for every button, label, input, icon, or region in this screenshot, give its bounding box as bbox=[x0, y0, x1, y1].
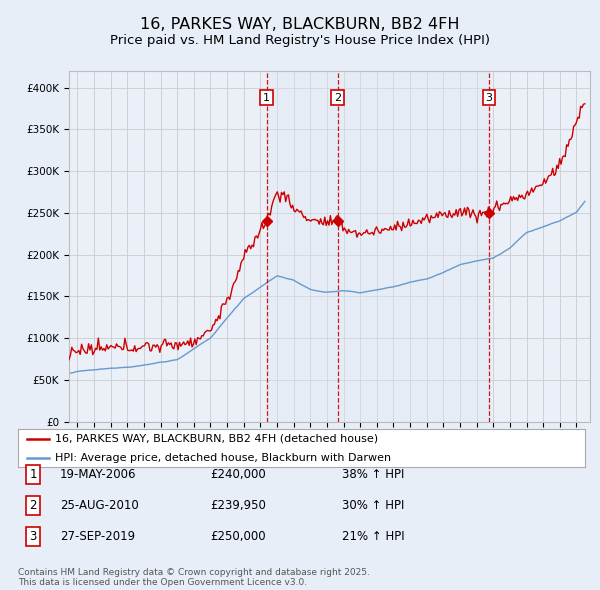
Text: 3: 3 bbox=[485, 93, 493, 103]
Text: Price paid vs. HM Land Registry's House Price Index (HPI): Price paid vs. HM Land Registry's House … bbox=[110, 34, 490, 47]
Text: 38% ↑ HPI: 38% ↑ HPI bbox=[342, 468, 404, 481]
Text: Contains HM Land Registry data © Crown copyright and database right 2025.
This d: Contains HM Land Registry data © Crown c… bbox=[18, 568, 370, 587]
Text: £239,950: £239,950 bbox=[210, 499, 266, 512]
Text: 1: 1 bbox=[263, 93, 270, 103]
Text: 2: 2 bbox=[334, 93, 341, 103]
Text: 16, PARKES WAY, BLACKBURN, BB2 4FH (detached house): 16, PARKES WAY, BLACKBURN, BB2 4FH (deta… bbox=[55, 434, 378, 444]
Text: 21% ↑ HPI: 21% ↑ HPI bbox=[342, 530, 404, 543]
Text: 3: 3 bbox=[29, 530, 37, 543]
Text: 1: 1 bbox=[29, 468, 37, 481]
Text: 2: 2 bbox=[29, 499, 37, 512]
Text: 19-MAY-2006: 19-MAY-2006 bbox=[60, 468, 137, 481]
Bar bbox=[266, 71, 489, 422]
Text: 27-SEP-2019: 27-SEP-2019 bbox=[60, 530, 135, 543]
Text: 30% ↑ HPI: 30% ↑ HPI bbox=[342, 499, 404, 512]
Text: 16, PARKES WAY, BLACKBURN, BB2 4FH: 16, PARKES WAY, BLACKBURN, BB2 4FH bbox=[140, 17, 460, 32]
Text: £240,000: £240,000 bbox=[210, 468, 266, 481]
Text: £250,000: £250,000 bbox=[210, 530, 266, 543]
Text: HPI: Average price, detached house, Blackburn with Darwen: HPI: Average price, detached house, Blac… bbox=[55, 453, 391, 463]
Text: 25-AUG-2010: 25-AUG-2010 bbox=[60, 499, 139, 512]
